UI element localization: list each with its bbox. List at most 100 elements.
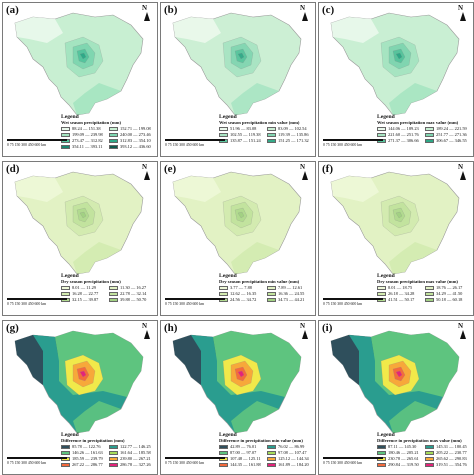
legend-item: 312.83 — 354.10 [109, 138, 155, 143]
scale-segment [189, 139, 201, 141]
zone-dark-west [173, 335, 201, 385]
scale-segment [213, 139, 225, 141]
legend-class-label: 34.73 — 44.21 [278, 297, 305, 302]
legend-title: Legend [61, 114, 79, 120]
scale-segment [177, 457, 189, 459]
precip-zone-4 [79, 211, 87, 219]
scale-segment [347, 298, 359, 300]
scale-segment [335, 457, 347, 459]
panel-label: (f) [322, 163, 333, 175]
legend-item: 151.25 — 171.32 [267, 138, 313, 143]
north-arrow-mark [460, 330, 466, 339]
legend-subtitle: Wet season precipitation (mm) [61, 120, 122, 125]
zone-west [331, 176, 379, 202]
scale-bar [323, 298, 383, 300]
legend-class-label: 8.01 — 11.29 [72, 285, 96, 290]
legend-item: 135.87 — 151.24 [219, 138, 265, 143]
legend-swatch [425, 132, 434, 137]
legend-swatch [61, 285, 70, 290]
scale-segment [201, 139, 213, 141]
precip-zone-4 [395, 52, 403, 60]
legend-item: 39.88 — 50.70 [109, 297, 155, 302]
north-letter: N [458, 322, 464, 330]
legend-class-label: 290.84 — 319.50 [388, 462, 419, 467]
scale-segment [55, 139, 67, 141]
scale-bar [323, 457, 383, 459]
legend-item: 265.62 — 290.83 [425, 456, 471, 461]
map-panel-c: (c) N Legend Wet season precipitation max v… [318, 2, 474, 157]
legend-item: 12.62 — 16.35 [219, 291, 265, 296]
region-map [14, 12, 144, 116]
legend-title: Legend [61, 432, 79, 438]
scale-segment [7, 457, 19, 459]
precip-zone-4 [395, 211, 403, 219]
legend-item: 83.09 — 102.54 [267, 126, 313, 131]
legend-class-label: 8.01 — 18.75 [388, 285, 413, 290]
legend-subtitle: Dry season precipitation max value (mm) [377, 279, 458, 284]
north-arrow-mark [302, 12, 308, 21]
legend-class-label: 107.48 — 125.11 [230, 456, 261, 461]
legend-item: 189.24 — 221.59 [425, 126, 471, 131]
legend-class-label: 205.22 — 230.77 [436, 450, 467, 455]
north-arrow-mark [302, 330, 308, 339]
legend-swatch [267, 297, 276, 302]
zone-west [15, 176, 63, 202]
legend-swatch [267, 462, 276, 467]
legend-class-label: 50.18 — 60.18 [436, 297, 463, 302]
legend-swatch [61, 462, 70, 467]
legend-class-label: 39.88 — 50.70 [120, 297, 147, 302]
scale-unit: km [357, 143, 363, 147]
north-letter: N [142, 322, 148, 330]
legend: Legend Dry season precipitation min value… [219, 273, 313, 302]
north-arrow-mark [144, 12, 150, 21]
legend-swatch [109, 138, 118, 143]
north-arrow-icon: N [300, 4, 310, 22]
legend-item: 26.18 — 34.28 [377, 291, 423, 296]
legend-class-label: 221.60 — 251.76 [388, 132, 419, 137]
legend-swatch [109, 450, 118, 455]
legend-item: 3.77 — 7.88 [219, 285, 265, 290]
region-map [172, 330, 302, 434]
legend-swatch [267, 285, 276, 290]
legend-title: Legend [219, 432, 237, 438]
legend-items: 51.96 — 83.08 83.09 — 102.54 102.55 — 119.… [219, 126, 313, 143]
legend-class-label: 161.64 — 185.58 [120, 450, 151, 455]
north-letter: N [300, 4, 306, 12]
scale-segment [43, 298, 55, 300]
north-arrow-icon: N [458, 163, 468, 181]
legend-item: 122.77 — 146.25 [109, 444, 155, 449]
legend-item: 161.89 — 184.20 [267, 462, 313, 467]
scale-segment [189, 298, 201, 300]
scale-unit: km [199, 302, 205, 306]
scale-segment [55, 457, 67, 459]
scale-segment [359, 139, 371, 141]
legend-swatch [377, 450, 386, 455]
scale-segment [43, 457, 55, 459]
legend-item: 205.22 — 230.77 [425, 450, 471, 455]
scale-unit: km [41, 461, 47, 465]
north-arrow-icon: N [458, 4, 468, 22]
legend-swatch [219, 285, 228, 290]
scale-unit: km [41, 302, 47, 306]
legend-item: 239.80 — 267.21 [109, 456, 155, 461]
scale-unit: km [199, 143, 205, 147]
legend-item: 354.11 — 393.11 [61, 144, 107, 149]
precip-zone-4 [79, 52, 87, 60]
legend-class-label: 273.47 — 312.82 [72, 138, 103, 143]
legend-subtitle: Wet season precipitation min value (mm) [219, 120, 300, 125]
legend-swatch [61, 144, 70, 149]
scale-segment [31, 457, 43, 459]
zone-south [389, 401, 437, 433]
legend-class-label: 240.00 — 273.46 [120, 132, 151, 137]
legend-item: 8.01 — 18.75 [377, 285, 423, 290]
panel-label: (c) [322, 4, 335, 16]
legend-swatch [61, 444, 70, 449]
legend-class-label: 151.25 — 171.32 [278, 138, 309, 143]
legend-item: 87.11 — 145.30 [377, 444, 423, 449]
legend-class-label: 286.78 — 327.26 [120, 462, 151, 467]
map-panel-a: (a) N Legend Wet season precipitation (mm) 8… [2, 2, 158, 157]
legend-item: 50.18 — 60.18 [425, 297, 471, 302]
legend-class-label: 76.02 — 86.99 [278, 444, 305, 449]
legend-swatch [219, 462, 228, 467]
legend-item: 8.01 — 11.29 [61, 285, 107, 290]
